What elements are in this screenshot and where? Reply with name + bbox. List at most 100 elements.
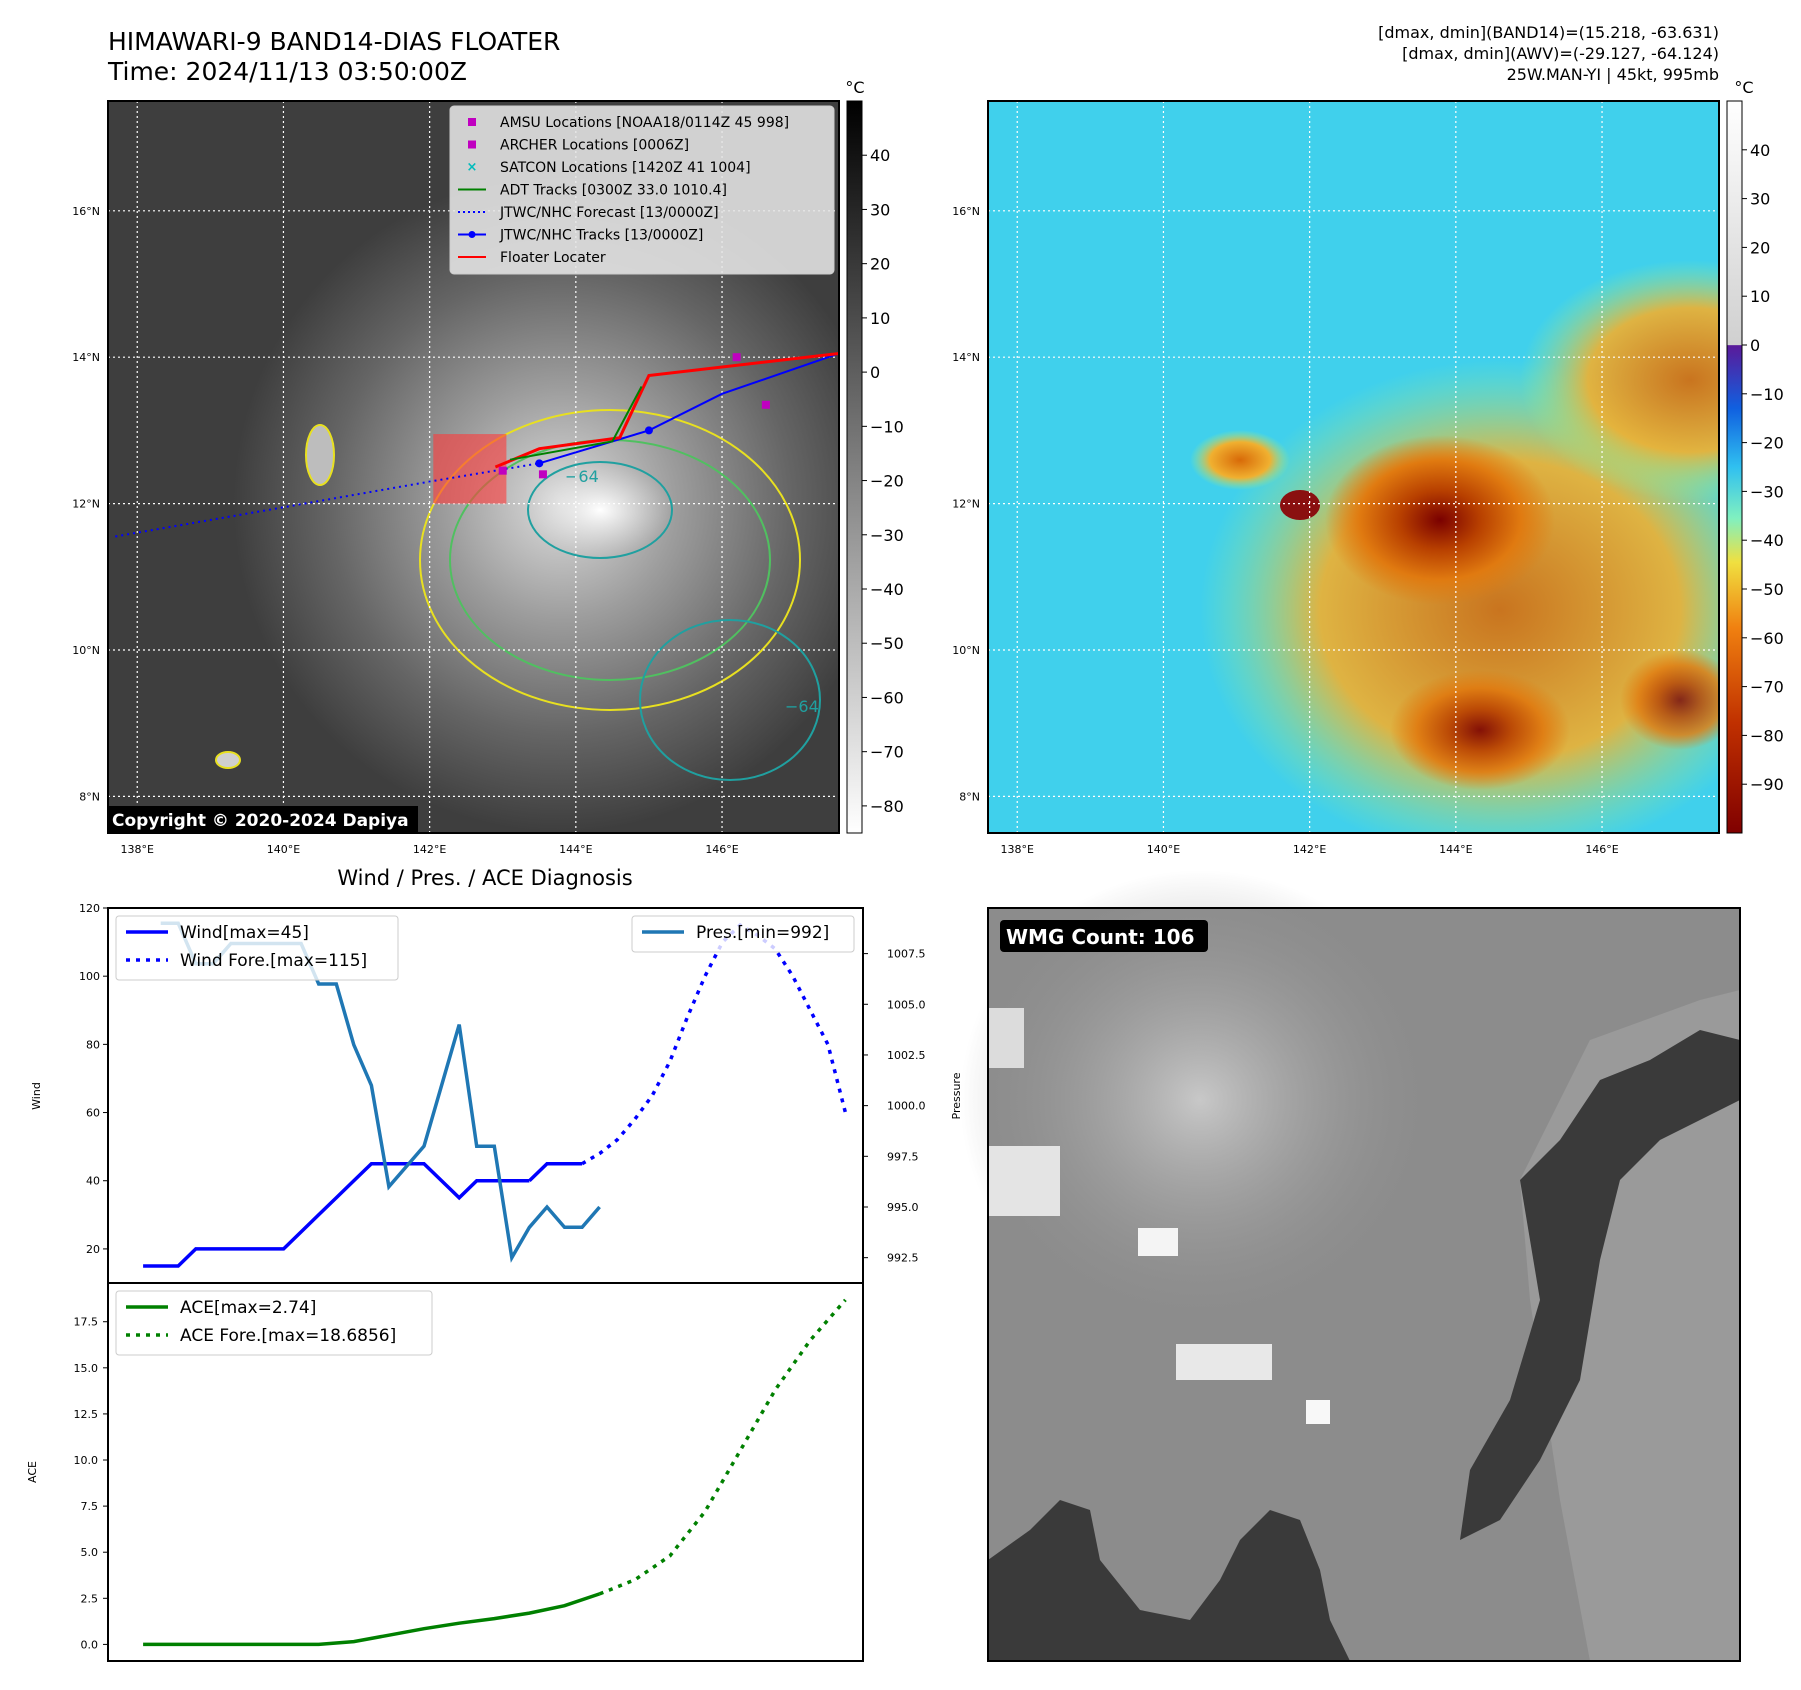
- ir-cold-core: [525, 460, 675, 560]
- info-awv: [dmax, dmin](AWV)=(-29.127, -64.124): [1402, 44, 1719, 63]
- colorbar-tick-label: 10: [1750, 287, 1770, 306]
- fix-location: [498, 466, 507, 475]
- wmg-bright-patch: [988, 1008, 1024, 1068]
- floater-box: [433, 434, 507, 504]
- ace-axis-label: ACE: [26, 1461, 39, 1483]
- diagnosis-title: Wind / Pres. / ACE Diagnosis: [337, 866, 632, 890]
- pressure-ytick-label: 1000.0: [887, 1100, 926, 1113]
- ace-ytick-label: 5.0: [81, 1546, 99, 1559]
- pressure-axis-label: Pressure: [950, 1072, 963, 1119]
- floater-track: [494, 352, 839, 469]
- ir-colorbar: °C 40 30 20 10 0 −10 −20 −30 −40 −50 −60 −70 −80: [845, 78, 904, 834]
- wmg-frame: [987, 907, 1741, 1662]
- colorbar-tick-label: 0: [1750, 336, 1760, 355]
- colorbar-tick-label: −80: [870, 797, 904, 816]
- wmg-bright-patch: [988, 1146, 1060, 1216]
- legend-label: ARCHER Locations [0006Z]: [500, 138, 689, 154]
- fix-location: [761, 400, 770, 409]
- lat-tick-label: 12°N: [952, 498, 980, 511]
- colorbar-tick-label: −70: [1750, 678, 1784, 697]
- wind-ytick-label: 100: [79, 970, 100, 983]
- lat-tick-label: 16°N: [952, 205, 980, 218]
- warm-patch-west: [1190, 430, 1290, 490]
- wmg-panel: WMG Count: 106: [960, 870, 1741, 1662]
- map2-gridlines: [988, 101, 1719, 833]
- colorbar-tick-label: 30: [870, 200, 890, 219]
- warm-band-ne: [1520, 260, 1719, 500]
- legend-marker: [468, 118, 476, 126]
- colorbar-tick-label: −50: [870, 634, 904, 653]
- wmg-bright-patch: [1138, 1228, 1178, 1256]
- legend-label: ADT Tracks [0300Z 33.0 1010.4]: [500, 183, 727, 199]
- ace-ytick-label: 0.0: [81, 1638, 99, 1651]
- wind-legend-box: [115, 915, 399, 981]
- ir-colorbar-gradient: [846, 100, 863, 834]
- wmg-bright-patch: [1306, 1400, 1330, 1424]
- enhanced-colorbar: °C 40 30 20 10 0 −10 −20 −30 −40 −50 −60 −70 −80 −90: [1726, 78, 1784, 834]
- cloud-west: [305, 424, 335, 486]
- ir-map-frame: [107, 100, 840, 834]
- colorbar-tick-label: −60: [870, 688, 904, 707]
- colorbar-tick-label: 40: [870, 146, 890, 165]
- ace-legend-label: ACE[max=2.74]: [180, 1298, 316, 1318]
- colorbar-tick-label: −10: [870, 417, 904, 436]
- lat-tick-label: 8°N: [959, 790, 980, 803]
- wind-line: [528, 1161, 583, 1182]
- map-legend: AMSU Locations [NOAA18/0114Z 45 998] ARCH…: [449, 105, 835, 275]
- ace-ytick-label: 10.0: [74, 1454, 99, 1467]
- colorbar-tick-label: 30: [1750, 190, 1770, 209]
- pressure-ytick-label: 997.5: [887, 1150, 919, 1163]
- wmg-count-box: [1000, 920, 1208, 952]
- contour-yellow: [419, 409, 801, 711]
- colorbar-tick-label: 40: [1750, 141, 1770, 160]
- lat-tick-label: 10°N: [72, 644, 100, 657]
- colorbar-tick-label: 0: [870, 363, 880, 382]
- lon-tick-label: 144°E: [1439, 843, 1472, 856]
- colorbar-tick-label: −30: [870, 526, 904, 545]
- enhanced-map-frame: [987, 100, 1720, 834]
- jtwc-track-point: [535, 459, 544, 468]
- wind-ytick-label: 40: [86, 1175, 100, 1188]
- pressure-ytick-label: 995.0: [887, 1201, 919, 1214]
- cold-cloud-core: [1325, 435, 1555, 605]
- wind-legend-label: Wind[max=45]: [180, 923, 309, 943]
- legend-marker-dot: [468, 231, 476, 238]
- adt-track: [509, 386, 643, 461]
- copyright-box: [108, 806, 418, 832]
- lon-tick-label: 138°E: [1001, 843, 1034, 856]
- lon-tick-label: 138°E: [121, 843, 154, 856]
- info-band14: [dmax, dmin](BAND14)=(15.218, -63.631): [1378, 23, 1719, 42]
- legend-label: JTWC/NHC Tracks [13/0000Z]: [499, 228, 703, 244]
- colorbar-tick-label: −40: [870, 580, 904, 599]
- lon-tick-label: 142°E: [1293, 843, 1326, 856]
- storm-tracks: [115, 352, 839, 538]
- jtwc-forecast-track: [115, 462, 540, 538]
- cloud-south-west: [215, 751, 241, 769]
- lat-tick-label: 8°N: [79, 790, 100, 803]
- contour-label: −64: [785, 697, 819, 716]
- wind-ytick-label: 60: [86, 1107, 100, 1120]
- colorbar-tick-label: 20: [870, 255, 890, 274]
- wind-ytick-label: 120: [79, 902, 100, 915]
- cold-cloud-se: [1620, 650, 1719, 750]
- contour-cold: [527, 461, 673, 559]
- colorbar-tick-label: 20: [1750, 238, 1770, 257]
- wmg-count: WMG Count: 106: [1006, 925, 1195, 949]
- ace-line: [143, 1592, 601, 1647]
- legend-label: JTWC/NHC Forecast [13/0000Z]: [499, 205, 719, 221]
- ace-forecast-line: [598, 1298, 847, 1596]
- contour-label: −64: [565, 467, 599, 486]
- pressure-legend-label: Pres.[min=992]: [696, 923, 829, 943]
- jtwc-track: [539, 352, 839, 465]
- lat-tick-label: 16°N: [72, 205, 100, 218]
- wind-pressure-chart: 20 40 60 80 100 120 992.5 995.0 997.5 1000.0 1002.…: [30, 902, 963, 1284]
- jtwc-track-point: [644, 426, 653, 435]
- info-storm: 25W.MAN-YI | 45kt, 995mb: [1507, 65, 1719, 84]
- pressure-ytick-label: 992.5: [887, 1252, 919, 1265]
- copyright-text: Copyright © 2020-2024 Dapiya: [112, 811, 409, 831]
- colorbar-tick-label: −40: [1750, 531, 1784, 550]
- legend-marker: [468, 140, 476, 149]
- lat-tick-label: 12°N: [72, 498, 100, 511]
- ace-ytick-label: 15.0: [74, 1362, 99, 1375]
